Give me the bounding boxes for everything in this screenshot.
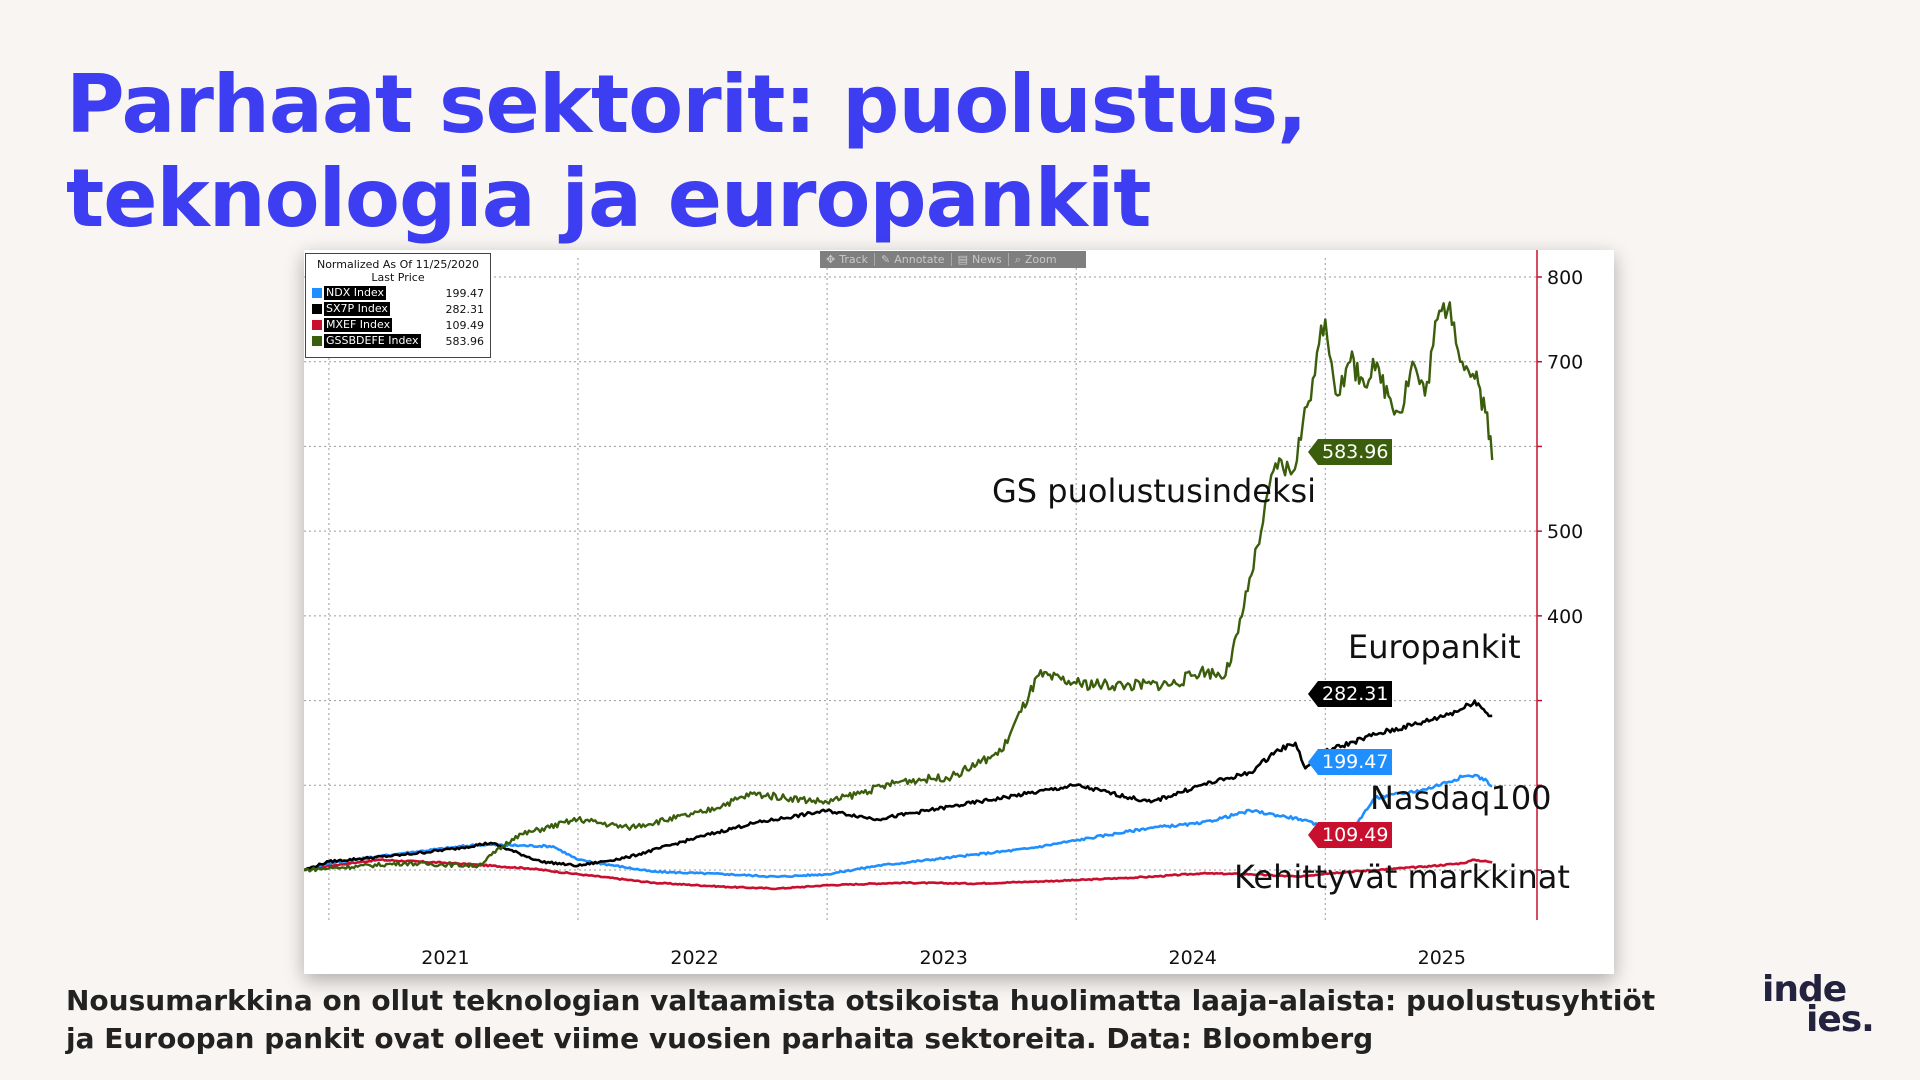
legend-swatch [312,304,322,314]
inderes-logo: inde ies. [1762,969,1875,1040]
x-tick-label: 2023 [919,947,967,969]
badge-ndx: 199.47 [1307,749,1393,775]
slide-title: Parhaat sektorit: puolustus, teknologia … [66,58,1308,246]
series-line-ndx [304,773,1493,879]
badge-gssbdefe: 583.96 [1307,439,1393,465]
slide-title-line-1: Parhaat sektorit: puolustus, [66,58,1308,151]
badge-sx7p: 282.31 [1307,681,1393,707]
caption-line-1: Nousumarkkina on ollut teknologian valta… [66,984,1656,1017]
track-label: Track [839,253,869,266]
legend-swatch [312,320,322,330]
track-button[interactable]: ✥ Track [820,253,874,266]
slide-title-line-2: teknologia ja europankit [66,152,1151,245]
newspaper-icon: ▤ [957,253,968,266]
y-tick-label: 400 [1547,606,1583,628]
annotation-defense: GS puolustusindeksi [992,472,1317,510]
legend-normalized-note: Normalized As Of 11/25/2020 [316,258,480,271]
annotation-nasdaq: Nasdaq100 [1370,779,1552,817]
y-tick-label: 800 [1547,267,1583,289]
y-tick-label: 500 [1547,521,1583,543]
news-button[interactable]: ▤ News [952,253,1008,266]
line-chart: 400 500 700 800 2021 2022 2023 2024 2025 [304,250,1583,969]
pencil-icon: ✎ [881,253,891,266]
x-tick-label: 2021 [421,947,469,969]
legend-item-sx7p: SX7P Index 282.31 [312,301,484,317]
legend-item-name: SX7P Index [324,302,390,316]
legend-item-value: 282.31 [445,302,485,316]
magnifier-icon: ⌕ [1014,252,1021,266]
chart-legend: Normalized As Of 11/25/2020 Last Price N… [305,253,491,358]
chart-panel: 400 500 700 800 2021 2022 2023 2024 2025 ✥ Track… [304,250,1614,974]
caption-line-2: ja Euroopan pankit ovat olleet viime vuo… [66,1022,1374,1055]
news-label: News [971,253,1002,266]
crosshair-icon: ✥ [826,253,836,266]
zoom-label: Zoom [1024,253,1057,266]
x-tick-label: 2024 [1169,947,1217,969]
legend-item-name: GSSBDEFE Index [324,334,421,348]
toolbar-divider [874,253,876,266]
legend-last-price-header: Last Price [371,271,425,284]
zoom-button[interactable]: ⌕ Zoom [1009,253,1063,267]
x-tick-label: 2022 [670,947,718,969]
series-line-mxef [304,858,1493,891]
legend-swatch [312,336,322,346]
legend-swatch [312,288,322,298]
toolbar-divider [1007,253,1009,266]
legend-item-value: 583.96 [445,334,485,348]
series-line-gssbdefe [304,301,1494,873]
logo-line-1: inde [1762,969,1847,1010]
annotation-emerging: Kehittyvät markkinat [1234,858,1570,896]
legend-item-gssbdefe: GSSBDEFE Index 583.96 [312,333,484,349]
legend-item-value: 109.49 [445,318,485,332]
legend-item-value: 199.47 [445,286,485,300]
legend-item-name: NDX Index [324,286,387,300]
legend-item-ndx: NDX Index 199.47 [312,285,484,301]
series-line-sx7p [304,699,1493,872]
chart-toolbar: ✥ Track ✎ Annotate ▤ News ⌕ Zoom [820,251,1086,268]
x-tick-label: 2025 [1418,947,1466,969]
badge-mxef: 109.49 [1307,822,1393,848]
y-tick-label: 700 [1547,352,1583,374]
slide-caption: Nousumarkkina on ollut teknologian valta… [66,982,1655,1058]
legend-item-name: MXEF Index [324,318,393,332]
annotate-label: Annotate [894,253,945,266]
legend-item-mxef: MXEF Index 109.49 [312,317,484,333]
annotate-button[interactable]: ✎ Annotate [875,253,951,266]
annotation-banks: Europankit [1348,628,1521,666]
toolbar-divider [950,253,952,266]
logo-line-2: ies. [1806,999,1875,1040]
